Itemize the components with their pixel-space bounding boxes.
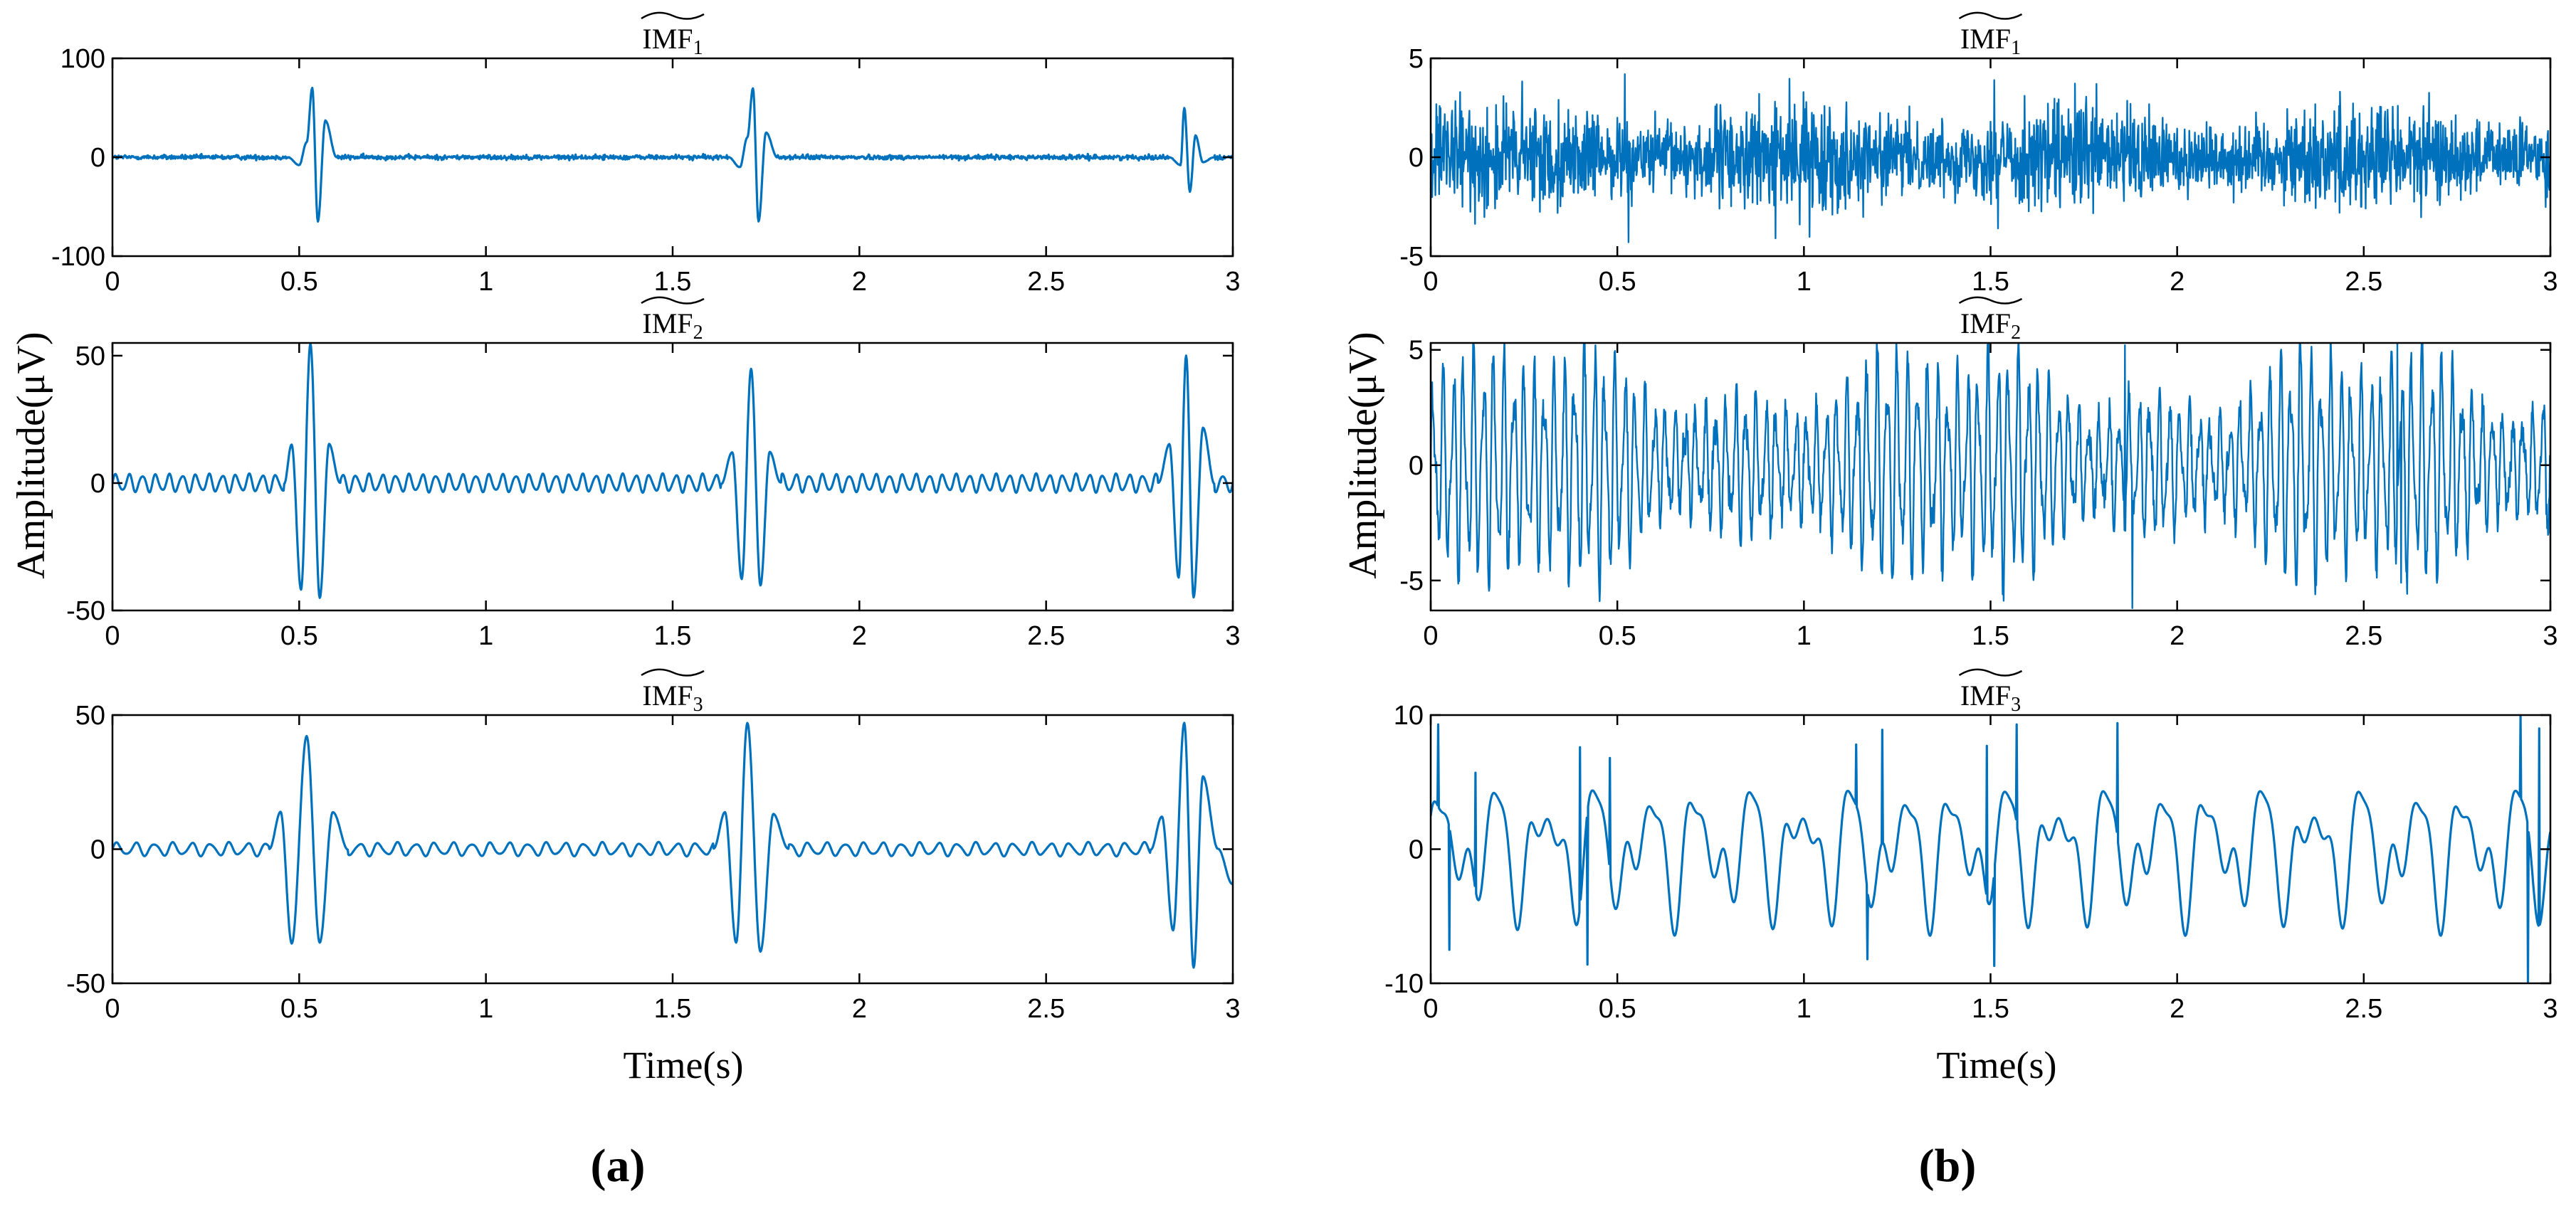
- x-tick-label-b2-4: 2: [2170, 621, 2185, 651]
- y-axis-label-a: Amplitude(μV): [9, 332, 53, 578]
- x-tick-label-b1-1: 0.5: [1599, 267, 1636, 297]
- series-line-a3: [112, 721, 1233, 969]
- x-tick-label-a2-3: 1.5: [654, 621, 692, 651]
- x-tick-label-a2-6: 3: [1225, 621, 1240, 651]
- y-tick-label-a3-2: -50: [66, 969, 105, 999]
- x-tick-label-a2-2: 1: [478, 621, 493, 651]
- x-tick-label-b1-0: 0: [1423, 267, 1438, 297]
- y-tick-label-a1-2: -100: [51, 242, 105, 272]
- y-tick-label-b2-1: 0: [1409, 451, 1424, 481]
- title-tilde-a3: [641, 668, 705, 677]
- x-tick-label-a2-5: 2.5: [1027, 621, 1065, 651]
- y-tick-label-a3-1: 0: [90, 835, 105, 865]
- trace-layer: [112, 73, 2550, 983]
- title-tilde-b2: [1958, 296, 2023, 305]
- x-tick-label-b2-2: 1: [1797, 621, 1812, 651]
- y-tick-label-a2-1: 0: [90, 469, 105, 499]
- x-tick-label-a1-6: 3: [1225, 267, 1240, 297]
- x-tick-label-a3-5: 2.5: [1027, 994, 1065, 1024]
- x-tick-label-b1-6: 3: [2543, 267, 2557, 297]
- x-axis-label-a: Time(s): [623, 1044, 743, 1086]
- y-tick-label-a3-0: 50: [75, 701, 105, 731]
- y-tick-label-b1-2: -5: [1399, 242, 1424, 272]
- x-tick-label-a2-0: 0: [105, 621, 120, 651]
- panel-title-b1: IMF1: [1960, 23, 2021, 59]
- x-tick-label-b2-6: 3: [2543, 621, 2557, 651]
- y-tick-label-b3-1: 0: [1409, 835, 1424, 865]
- plot-frame-a2: [111, 342, 1234, 612]
- series-line-b2: [1431, 343, 2550, 609]
- panel-label-b: (b): [1919, 1140, 1977, 1192]
- y-tick-label-b2-2: -5: [1399, 566, 1424, 596]
- title-tilde-a1: [641, 11, 705, 20]
- x-tick-label-b2-3: 1.5: [1972, 621, 2009, 651]
- panel-title-a3: IMF3: [642, 679, 703, 716]
- x-tick-label-a3-4: 2: [852, 994, 867, 1024]
- x-tick-label-a3-0: 0: [105, 994, 120, 1024]
- y-tick-label-b3-2: -10: [1384, 969, 1424, 999]
- x-tick-label-b2-5: 2.5: [2345, 621, 2382, 651]
- y-tick-label-a1-0: 100: [61, 44, 105, 74]
- series-line-b3: [1431, 715, 2550, 983]
- x-tick-label-b2-1: 0.5: [1599, 621, 1636, 651]
- x-tick-label-a1-5: 2.5: [1027, 267, 1065, 297]
- plot-frame-b3: [1429, 714, 2552, 985]
- series-line-b1: [1431, 73, 2550, 243]
- x-tick-label-b1-4: 2: [2170, 267, 2185, 297]
- x-tick-label-b2-0: 0: [1423, 621, 1438, 651]
- x-tick-label-a1-2: 1: [478, 267, 493, 297]
- y-tick-label-a1-1: 0: [90, 143, 105, 173]
- y-tick-label-b1-1: 0: [1409, 143, 1424, 173]
- x-tick-label-b3-1: 0.5: [1599, 994, 1636, 1024]
- series-line-a2: [112, 343, 1233, 599]
- panel-label-a: (a): [591, 1140, 646, 1192]
- x-tick-label-a2-1: 0.5: [280, 621, 318, 651]
- x-tick-label-a1-4: 2: [852, 267, 867, 297]
- x-tick-label-b1-3: 1.5: [1972, 267, 2009, 297]
- x-tick-label-a3-3: 1.5: [654, 994, 692, 1024]
- x-tick-label-b1-5: 2.5: [2345, 267, 2382, 297]
- x-tick-label-b3-4: 2: [2170, 994, 2185, 1024]
- x-tick-label-b3-0: 0: [1423, 994, 1438, 1024]
- panel-title-a2: IMF2: [642, 307, 703, 344]
- x-tick-label-a2-4: 2: [852, 621, 867, 651]
- panel-title-a1: IMF1: [642, 23, 703, 59]
- y-tick-label-b3-0: 10: [1394, 701, 1424, 731]
- x-tick-label-b3-5: 2.5: [2345, 994, 2382, 1024]
- y-tick-label-b2-0: 5: [1409, 336, 1424, 366]
- x-tick-label-a3-2: 1: [478, 994, 493, 1024]
- x-axis-label-b: Time(s): [1936, 1044, 2056, 1086]
- x-tick-label-a1-1: 0.5: [280, 267, 318, 297]
- y-axis-label-b: Amplitude(μV): [1341, 332, 1385, 578]
- x-tick-label-b3-2: 1: [1797, 994, 1812, 1024]
- series-line-a1: [112, 86, 1233, 223]
- x-tick-label-b3-3: 1.5: [1972, 994, 2009, 1024]
- x-tick-label-a3-6: 3: [1225, 994, 1240, 1024]
- y-tick-label-a2-2: -50: [66, 596, 105, 626]
- panel-title-b3: IMF3: [1960, 679, 2021, 716]
- title-tilde-a2: [641, 296, 705, 305]
- title-tilde-b3: [1958, 668, 2023, 677]
- panel-title-b2: IMF2: [1960, 307, 2021, 344]
- y-tick-label-a2-0: 50: [75, 342, 105, 371]
- x-tick-label-a1-0: 0: [105, 267, 120, 297]
- y-tick-label-b1-0: 5: [1409, 44, 1424, 74]
- x-tick-label-b3-6: 3: [2543, 994, 2557, 1024]
- x-tick-label-a1-3: 1.5: [654, 267, 692, 297]
- x-tick-label-b1-2: 1: [1797, 267, 1812, 297]
- title-tilde-b1: [1958, 11, 2023, 20]
- x-tick-label-a3-1: 0.5: [280, 994, 318, 1024]
